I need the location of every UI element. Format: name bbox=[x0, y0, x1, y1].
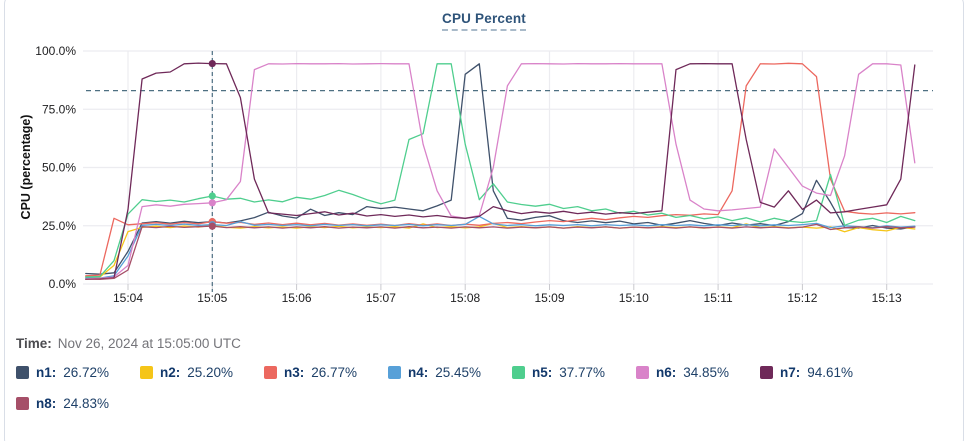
legend-swatch-n6 bbox=[636, 366, 649, 379]
legend-label: n2: bbox=[160, 365, 181, 380]
legend-label: n1: bbox=[36, 365, 57, 380]
y-tick-label: 100.0% bbox=[35, 44, 76, 58]
x-tick-label: 15:05 bbox=[197, 291, 227, 305]
legend-item-n4[interactable]: n4: 25.45% bbox=[388, 365, 512, 380]
x-tick-label: 15:11 bbox=[704, 291, 733, 305]
x-tick-label: 15:04 bbox=[113, 291, 143, 305]
x-tick-label: 15:12 bbox=[787, 291, 817, 305]
legend-value: 26.72% bbox=[63, 365, 110, 380]
crosshair-dot-n5 bbox=[208, 192, 216, 200]
crosshair-dot-n8 bbox=[208, 222, 216, 230]
legend-label: n7: bbox=[780, 365, 801, 380]
series-line-n3[interactable] bbox=[85, 62, 916, 277]
legend-value: 24.83% bbox=[63, 396, 110, 411]
legend-swatch-n8 bbox=[16, 397, 29, 410]
legend-item-n5[interactable]: n5: 37.77% bbox=[512, 365, 636, 380]
crosshair-dot-n7 bbox=[208, 59, 216, 68]
x-tick-label: 15:09 bbox=[534, 291, 564, 305]
chart-title: CPU Percent bbox=[442, 11, 526, 31]
y-tick-label: 75.0% bbox=[42, 102, 76, 116]
legend-item-n6[interactable]: n6: 34.85% bbox=[636, 365, 760, 380]
series-line-n1[interactable] bbox=[85, 63, 916, 275]
y-axis-title: CPU (percentage) bbox=[19, 115, 33, 220]
legend-label: n4: bbox=[408, 365, 429, 380]
series-line-n5[interactable] bbox=[85, 63, 916, 278]
series-line-n7[interactable] bbox=[85, 62, 916, 280]
series-line-n6[interactable] bbox=[85, 62, 916, 280]
legend-value: 25.20% bbox=[187, 365, 234, 380]
legend-item-n3[interactable]: n3: 26.77% bbox=[264, 365, 388, 380]
legend-value: 94.61% bbox=[807, 365, 854, 380]
legend-value: 37.77% bbox=[559, 365, 606, 380]
y-tick-label: 0.0% bbox=[49, 277, 77, 291]
legend-value: 25.45% bbox=[435, 365, 482, 380]
panel-header: CPU Percent bbox=[0, 10, 968, 31]
legend-label: n8: bbox=[36, 396, 57, 411]
legend-swatch-n7 bbox=[760, 366, 773, 379]
legend-item-n1[interactable]: n1: 26.72% bbox=[16, 365, 140, 380]
legend-swatch-n3 bbox=[264, 366, 277, 379]
y-tick-label: 25.0% bbox=[42, 219, 76, 233]
series-line-n2[interactable] bbox=[85, 222, 916, 278]
legend-value: 26.77% bbox=[311, 365, 358, 380]
tooltip-time-label: Time: bbox=[16, 336, 52, 351]
series-line-n8[interactable] bbox=[85, 223, 916, 280]
legend-item-n2[interactable]: n2: 25.20% bbox=[140, 365, 264, 380]
x-tick-label: 15:13 bbox=[872, 291, 902, 305]
cpu-line-chart[interactable]: 0.0% 25.0% 50.0% 75.0% 100.0% 15:04 15:05 15:06… bbox=[0, 36, 968, 312]
legend-item-n8[interactable]: n8: 24.83% bbox=[16, 396, 140, 411]
legend-label: n6: bbox=[656, 365, 677, 380]
crosshair-dot-n6 bbox=[208, 199, 216, 207]
series-line-n4[interactable] bbox=[85, 215, 916, 279]
panel-card bbox=[4, 0, 964, 441]
x-tick-label: 15:10 bbox=[619, 291, 649, 305]
chart-legend: n1: 26.72% n2: 25.20% n3: 26.77% n4: 25.45% n5: 3… bbox=[16, 365, 926, 411]
x-tick-label: 15:06 bbox=[282, 291, 312, 305]
legend-swatch-n4 bbox=[388, 366, 401, 379]
y-tick-label: 50.0% bbox=[42, 161, 76, 175]
x-tick-label: 15:08 bbox=[450, 291, 480, 305]
legend-label: n3: bbox=[284, 365, 305, 380]
legend-value: 34.85% bbox=[683, 365, 730, 380]
legend-swatch-n1 bbox=[16, 366, 29, 379]
tooltip-time-row: Time: Nov 26, 2024 at 15:05:00 UTC bbox=[16, 336, 946, 351]
legend-swatch-n5 bbox=[512, 366, 525, 379]
legend-label: n5: bbox=[532, 365, 553, 380]
chart-footer: Time: Nov 26, 2024 at 15:05:00 UTC n1: 26.… bbox=[16, 336, 946, 411]
tooltip-time-value: Nov 26, 2024 at 15:05:00 UTC bbox=[57, 336, 241, 351]
x-tick-label: 15:07 bbox=[366, 291, 396, 305]
legend-item-n7[interactable]: n7: 94.61% bbox=[760, 365, 884, 380]
legend-swatch-n2 bbox=[140, 366, 153, 379]
